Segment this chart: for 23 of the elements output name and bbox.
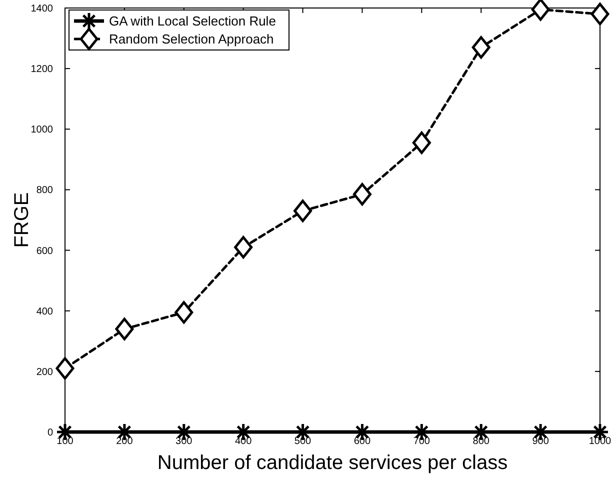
y-axis-title: FRGE [11, 192, 33, 248]
point [115, 318, 134, 340]
point [234, 236, 253, 259]
point [174, 301, 194, 324]
legend-label: GA with Local Selection Rule [109, 14, 276, 29]
x-tick-label: 1000 [588, 436, 612, 447]
point [472, 36, 490, 59]
y-tick-label: 1400 [30, 4, 54, 14]
point [531, 0, 550, 21]
legend-label: Random Selection Approach [109, 32, 274, 47]
point [412, 132, 431, 154]
y-tick-label: 0 [47, 428, 54, 438]
point [294, 200, 312, 222]
y-tick-label: 400 [36, 306, 54, 318]
point [56, 357, 74, 380]
y-tick-label: 1000 [30, 124, 54, 136]
point [590, 2, 610, 26]
y-tick-label: 200 [36, 366, 54, 378]
y-tick-label: 800 [36, 185, 54, 196]
y-tick-label: 600 [36, 246, 54, 257]
y-tick-label: 1200 [30, 64, 54, 76]
x-axis-title: Number of candidate services per class [157, 452, 508, 474]
point [352, 183, 372, 206]
